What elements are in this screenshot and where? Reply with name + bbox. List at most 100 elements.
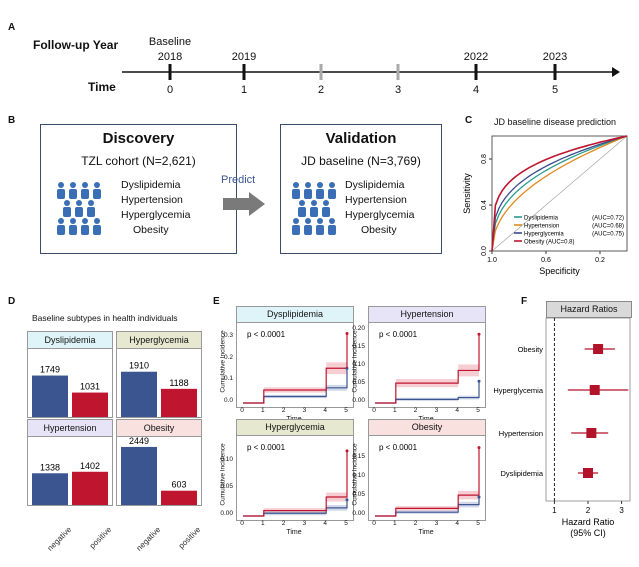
person-body-icon [322,207,330,217]
roc-ytick-label: 0.4 [481,200,488,210]
km-pvalue: p < 0.0001 [247,330,286,339]
discovery-box: Discovery TZL cohort (N=2,621) Dyslipide… [40,124,237,254]
km-ytick-label: 0.3 [223,331,233,339]
forest-row-label: Dyslipidemia [500,469,543,478]
km-svg: p < 0.0001 [375,330,481,404]
discovery-item-dyslipidemia: Dyslipidemia [121,179,181,191]
bar-svg: 1749 1031 [32,365,108,417]
bar-negative [32,473,68,505]
facet-panel: 2449 603 [116,436,202,506]
person-body-icon [75,207,83,217]
person-body-icon [81,189,89,199]
km-ytick-label: 0.2 [223,353,233,361]
roc-curve-dyslipidemia [491,135,628,252]
person-body-icon [63,207,71,217]
roc-xlabel: Specificity [539,266,580,276]
km-xtick-label: 2 [281,407,286,414]
person-body-icon [328,189,336,199]
bar-value-label: 1910 [129,361,149,371]
bar-value-label: 1402 [80,461,100,471]
km-strip-hyperglycemia: Hyperglycemia [236,419,354,436]
km-end-point [345,498,349,502]
km-xtick-label: 5 [344,407,348,414]
km-xtick-label: 3 [302,520,307,527]
km-curve-positive [243,333,348,404]
panel-a-label: A [8,22,16,33]
km-ytick-label: 0.1 [223,375,233,383]
followup-year-title: Follow-up Year [33,38,119,52]
km-xtick-label: 2 [281,520,286,527]
bar-negative [32,375,68,417]
km-xtick-label: 0 [240,520,244,527]
predict-label: Predict [221,174,256,186]
bar-value-label: 603 [171,480,186,490]
timeline-year-label: 2019 [231,51,257,63]
person-icon [70,182,76,188]
km-xtick-label: 5 [476,520,480,527]
km-ylabel: Cumulative Incidence [219,443,227,506]
km-panel: p < 0.0001 [368,322,486,408]
person-icon [70,218,76,224]
person-icon [317,218,323,224]
km-xtick-label: 4 [455,407,459,414]
km-xtick-label: 5 [344,520,348,527]
timeline-axis [122,64,620,80]
person-icon [305,182,311,188]
person-icon [64,200,70,206]
roc-xtick-label: 0.2 [595,257,605,264]
km-curve-positive [375,334,480,404]
person-body-icon [328,225,336,235]
forest-point [586,428,597,438]
discovery-item-hypertension: Hypertension [121,194,183,206]
timeline-year-label: 2022 [463,51,489,63]
km-xtick-label: 1 [260,407,265,414]
km-ytick-label: 0.15 [352,342,365,350]
person-icon [299,200,305,206]
km-ytick-label: 0.15 [352,453,365,460]
facet-strip-hypertension: Hypertension [27,419,113,437]
km-xtick-label: 1 [260,520,265,527]
forest-xtick-label: 3 [619,506,624,515]
bar-positive [72,392,108,417]
person-body-icon [310,207,318,217]
roc-diagonal [491,135,628,252]
forest-xtick-label: 2 [586,506,591,515]
facet-panel: 1749 1031 [27,348,113,418]
roc-legend-label: Hyperglycemia [524,231,564,237]
km-xtick-label: 4 [323,407,327,414]
timeline-year-label: 2023 [542,51,568,63]
km-xtick-label: 0 [372,407,376,414]
person-icon [58,218,64,224]
forest-plot: Obesity Hyperglycemia Hypertension Dyslipid… [493,317,631,538]
time-title: Time [88,80,116,94]
km-ytick-label: 0.05 [352,491,365,498]
bar-svg: 2449 603 [121,436,197,505]
km-xtick-label: 3 [434,520,439,527]
validation-box: Validation JD baseline (N=3,769) Dyslipi… [280,124,442,254]
km-svg: p < 0.0001 [243,330,349,404]
person-body-icon [316,225,324,235]
km-pvalue: p < 0.0001 [247,443,286,452]
person-body-icon [304,225,312,235]
person-icon [58,182,64,188]
bar-negative [121,446,157,505]
roc-legend-label: Obesity (AUC=0.8) [524,239,575,245]
person-body-icon [304,189,312,199]
bar-value-label: 1188 [169,378,188,388]
km-end-point [345,449,349,453]
bar-positive [72,471,108,505]
roc-xtick-label: 1.0 [487,257,497,264]
bar-negative [121,371,157,417]
bar-xtick-label: positive [176,525,203,551]
facet-panel: 1338 1402 [27,436,113,506]
forest-row-label: Hyperglycemia [493,386,543,395]
km-xtick-label: 0 [372,520,376,527]
person-body-icon [69,189,77,199]
person-body-icon [81,225,89,235]
roc-legend-auc: (AUC=0.75) [592,231,624,237]
km-end-point [477,379,481,383]
timeline-time-label: 0 [166,84,174,96]
km-xtick-label: 3 [434,407,439,414]
facet-strip-obesity: Obesity [116,419,202,437]
forest-xlabel-ci: (95% CI) [570,528,606,538]
